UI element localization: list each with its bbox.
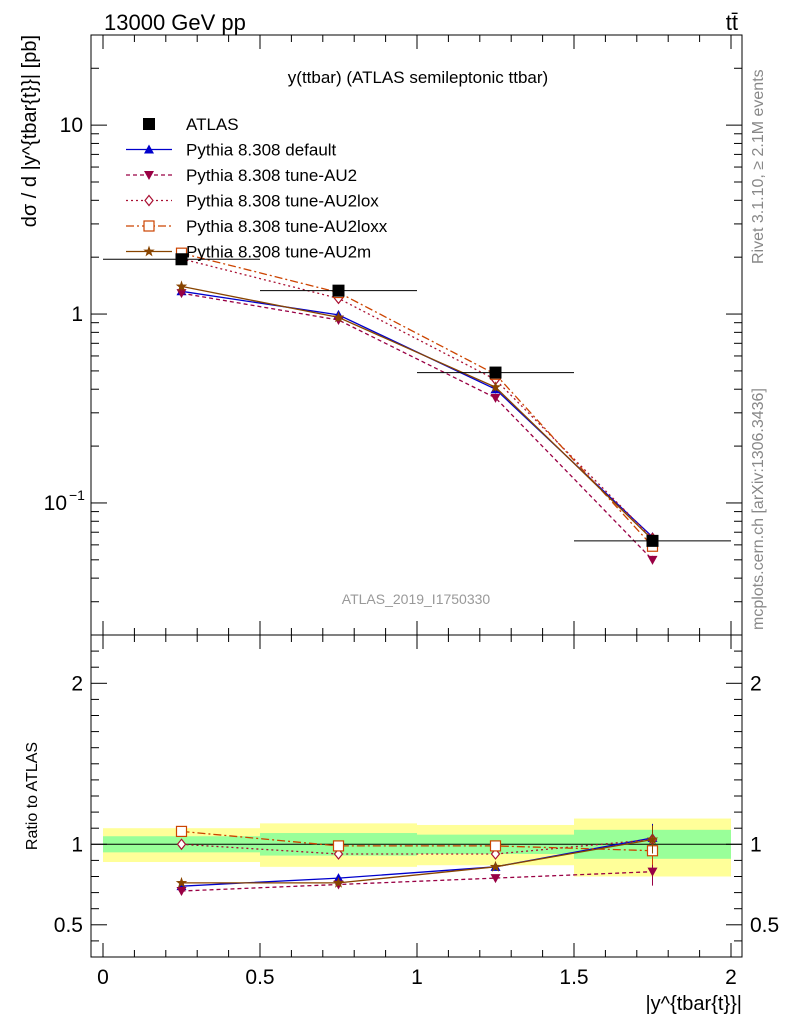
legend-label: Pythia 8.308 tune-AU2 (186, 166, 357, 185)
ratio-series-point (332, 840, 345, 852)
ratio-series-point (647, 867, 658, 877)
legend-marker (144, 194, 154, 207)
header-right: tt̄ (726, 10, 738, 35)
header-left: 13000 GeV pp (104, 10, 246, 35)
main-series-line (181, 285, 653, 541)
ratio-series-point (175, 876, 188, 888)
data-point (175, 253, 188, 266)
main-title: y(ttbar) (ATLAS semileptonic ttbar) (288, 68, 548, 87)
main-series-point (647, 555, 658, 565)
ratio-series-point (332, 876, 345, 888)
main-ytick-label: 10 (44, 492, 67, 515)
ratio-series-line (181, 837, 653, 887)
data-point (646, 534, 659, 547)
ratio-xtick-label: 2 (725, 966, 737, 989)
ratio-ytick-label: 0.5 (54, 914, 83, 937)
legend-marker (144, 144, 154, 154)
main-ytick-exponent: −1 (69, 487, 85, 503)
legend-label: Pythia 8.308 default (186, 141, 337, 160)
main-series-point (332, 311, 345, 323)
ratio-ytick-label-right: 0.5 (750, 914, 779, 937)
legend-label-atlas: ATLAS (186, 115, 239, 134)
ratio-series-point (176, 838, 187, 851)
ratio-xtick-label: 1 (411, 966, 423, 989)
ratio-series-point (490, 874, 501, 884)
main-series-line (181, 290, 653, 538)
rivet-version-label: Rivet 3.1.10, ≥ 2.1M events (750, 69, 767, 264)
data-point (489, 366, 502, 379)
ratio-frame (90, 634, 743, 958)
ratio-series-line (181, 830, 653, 852)
ratio-xtick-label: 0 (97, 966, 109, 989)
ratio-series-point (489, 840, 502, 852)
ratio-series-line (181, 838, 653, 884)
ratio-series-line (181, 871, 653, 892)
main-ytick-label: 10 (60, 114, 83, 137)
ratio-ytick-label-right: 1 (750, 833, 762, 856)
legend-label: Pythia 8.308 tune-AU2lox (186, 192, 379, 211)
ratio-series-point (175, 825, 188, 838)
ratio-series-point (176, 886, 187, 896)
main-series-point (176, 289, 187, 299)
main-series-line (181, 258, 653, 539)
main-ylabel: dσ / d |y^{tbar{t}}| [pb] (19, 35, 41, 227)
legend-label: Pythia 8.308 tune-AU2loxx (186, 217, 388, 236)
legend-label: Pythia 8.308 tune-AU2m (186, 243, 371, 262)
ratio-xtick-label: 0.5 (245, 966, 274, 989)
watermark: ATLAS_2019_I1750330 (342, 591, 491, 607)
main-series-line (181, 292, 653, 561)
legend-marker (143, 220, 155, 232)
main-series-point (490, 393, 501, 403)
mcplots-label: mcplots.cern.ch [arXiv:1306.3436] (750, 388, 767, 630)
ratio-series-point (646, 833, 659, 845)
ratio-ylabel: Ratio to ATLAS (24, 742, 41, 850)
ratio-xtick-label: 1.5 (559, 966, 588, 989)
ratio-series-line (181, 838, 653, 855)
main-ytick-label: 1 (71, 303, 83, 326)
data-point (332, 284, 345, 297)
ratio-xlabel: |y^{tbar{t}}| (645, 993, 742, 1015)
ratio-panel: 0 0.5 1 1.5 2 0.5 0.5 1 1 2 2 Ratio to ATLAS |y^{t… (24, 634, 779, 1015)
legend-marker (143, 245, 155, 257)
main-series-point (175, 280, 188, 292)
legend: ATLAS Pythia 8.308 default Pythia 8.308 tu… (126, 115, 388, 262)
ratio-ytick-label-right: 2 (750, 672, 762, 695)
ratio-series-point (489, 860, 502, 872)
main-series-line (181, 252, 653, 547)
legend-marker (144, 171, 154, 180)
ratio-ytick-label: 2 (71, 672, 83, 695)
ratio-ytick-label: 1 (71, 833, 83, 856)
legend-marker-atlas (143, 118, 155, 130)
main-series-point (489, 381, 502, 392)
